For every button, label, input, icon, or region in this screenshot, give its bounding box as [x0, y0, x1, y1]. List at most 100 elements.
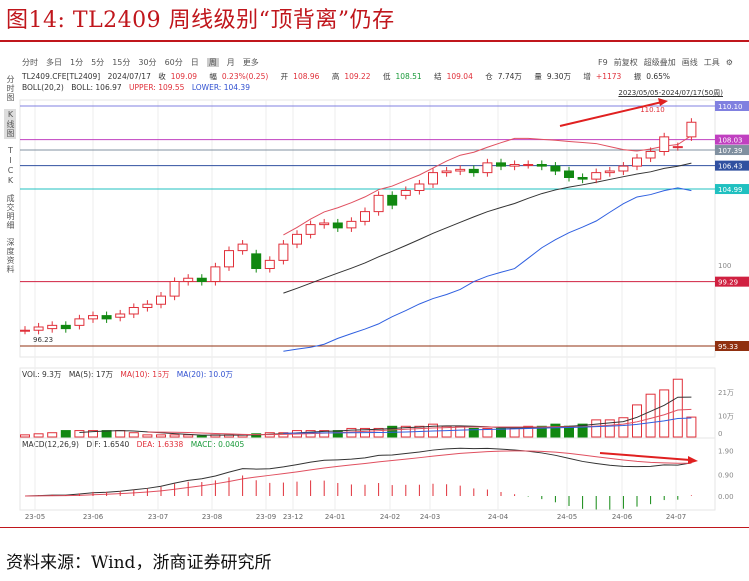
period-1[interactable]: 多日	[46, 58, 62, 67]
candle-body	[523, 163, 534, 166]
price-level-badge	[715, 184, 749, 195]
candle-body	[577, 176, 588, 180]
price-level-badge	[715, 276, 749, 287]
candle-body	[237, 243, 248, 252]
chg-label: 幅	[209, 72, 217, 81]
oi-value: 7.74万	[497, 72, 522, 81]
volume-bar	[60, 430, 71, 438]
kline-chart[interactable]: 23-05 23-06 23-07 23-08 23-09 23-12 24-01 24-02…	[0, 0, 749, 530]
candle-body	[332, 222, 343, 229]
volume-bar	[128, 432, 139, 438]
price-level-label-3: 106.43	[718, 163, 743, 171]
tools-toolbar: F9 前复权 超级叠加 画线 工具 ⚙	[598, 58, 739, 68]
price-tick-100: 100	[718, 262, 731, 270]
contract-code: TL2409.CFE[TL2409]	[22, 72, 101, 81]
quote-date: 2024/07/17	[107, 72, 151, 81]
figure-title: 图14: TL2409 周线级别“顶背离”仍存	[6, 8, 395, 33]
date-tick-3: 23-08	[202, 513, 222, 521]
date-tick-10: 24-05	[557, 513, 577, 521]
candle-body	[128, 306, 139, 315]
boll-upper-line	[283, 135, 692, 236]
low-value: 108.51	[395, 72, 422, 81]
volume-bar	[196, 435, 207, 438]
vol-label: 量	[534, 72, 542, 81]
vol-info: VOL: 9.3万 MA(5): 17万 MA(10): 16万 MA(20):…	[22, 370, 238, 379]
volume-bar	[509, 427, 520, 438]
date-tick-12: 24-07	[666, 513, 686, 521]
side-tab-kline[interactable]: K线图	[4, 109, 16, 139]
divergence-arrow-macd	[599, 452, 691, 461]
period-2[interactable]: 1分	[70, 58, 84, 67]
period-4[interactable]: 15分	[112, 58, 131, 67]
inc-label: 增	[583, 72, 591, 81]
period-7[interactable]: 日	[190, 58, 199, 67]
boll-upper: UPPER: 109.55	[129, 83, 185, 92]
high-value: 109.22	[344, 72, 371, 81]
vol-tick-2: 0	[718, 430, 722, 438]
macd-dif: DIF: 1.6540	[86, 440, 130, 449]
price-level-label-1: 108.03	[718, 137, 743, 145]
boll-label: BOLL(20,2)	[22, 83, 64, 92]
candle-body	[142, 303, 153, 308]
period-10[interactable]: 更多	[242, 58, 259, 67]
side-tab-trade-detail[interactable]: 成交明细	[6, 194, 15, 230]
candle-body	[224, 250, 234, 268]
candle-body	[496, 162, 506, 167]
side-tab-depth-info[interactable]: 深度资料	[6, 238, 15, 274]
candle-body	[482, 162, 493, 174]
vol-tick-0: 21万	[718, 389, 734, 397]
arrow-head	[688, 456, 698, 464]
tool-0[interactable]: F9	[598, 58, 608, 67]
volume-bar	[183, 434, 194, 438]
price-level-label-2: 107.39	[718, 147, 743, 155]
candle-body	[468, 168, 479, 174]
gear-icon[interactable]: ⚙	[725, 58, 733, 67]
boll-lower-line	[283, 187, 692, 352]
oi-label: 仓	[485, 72, 493, 81]
period-6[interactable]: 60分	[164, 58, 183, 67]
period-0[interactable]: 分时	[22, 58, 38, 67]
period-3[interactable]: 5分	[91, 58, 105, 67]
date-tick-0: 23-05	[25, 513, 45, 521]
candle-body	[319, 222, 330, 226]
volume-bar	[523, 425, 534, 438]
candle-body	[645, 150, 656, 159]
date-tick-9: 24-04	[488, 513, 509, 521]
date-tick-1: 23-06	[83, 513, 104, 521]
candle-body	[387, 194, 398, 206]
volume-bar	[20, 434, 30, 438]
candle-body	[672, 146, 683, 149]
period-8[interactable]: 周	[206, 58, 219, 67]
high-label: 高	[331, 72, 340, 81]
candle-body	[373, 194, 384, 213]
candle-body	[509, 163, 520, 167]
price-level-label-6: 95.33	[718, 343, 738, 351]
side-tab-tick[interactable]: TICK	[6, 146, 15, 186]
low-label: 低	[382, 72, 391, 81]
tool-1[interactable]: 前复权	[613, 58, 638, 67]
date-tick-2: 23-07	[148, 513, 168, 521]
tool-3[interactable]: 画线	[681, 58, 698, 67]
tool-2[interactable]: 超级叠加	[643, 58, 676, 67]
volume-bar	[482, 427, 493, 438]
period-9[interactable]: 月	[226, 58, 235, 67]
tool-4[interactable]: 工具	[703, 58, 720, 67]
candle-body	[686, 121, 697, 138]
source-note: 资料来源：Wind，浙商证券研究所	[6, 553, 272, 573]
macd-panel-frame	[19, 437, 716, 511]
volume-bar	[577, 423, 588, 438]
side-tab-timeshare[interactable]: 分时图	[6, 75, 15, 102]
period-5[interactable]: 30分	[138, 58, 157, 67]
candle-body	[264, 259, 275, 269]
price-level-badge	[715, 134, 749, 145]
chg-value: 0.23%(0.25)	[221, 72, 269, 81]
candle-body	[346, 220, 357, 229]
candle-body	[305, 224, 316, 235]
volume-bar	[604, 419, 615, 438]
max-price-label: 110.10	[640, 106, 665, 114]
volume-bar	[88, 430, 98, 438]
candle-body	[536, 163, 547, 167]
date-range-selector[interactable]: 2023/05/05-2024/07/17(50周)	[618, 89, 723, 97]
period-toolbar: 分时 多日 1分 5分 15分 30分 60分日周月更多	[22, 58, 267, 68]
candle-body	[60, 324, 71, 330]
